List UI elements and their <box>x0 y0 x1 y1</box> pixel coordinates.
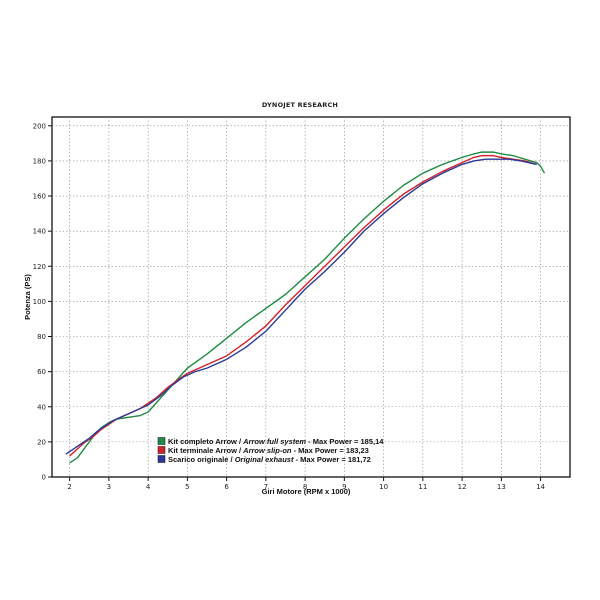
x-axis-label: Giri Motore (RPM x 1000) <box>262 487 351 496</box>
y-tick-label: 140 <box>33 228 46 236</box>
y-tick-label: 60 <box>37 368 46 376</box>
legend-text-part: Original exhaust <box>235 455 294 464</box>
legend-text-part: - Max Power = 181,72 <box>293 455 370 464</box>
x-tick-label: 14 <box>536 483 545 491</box>
x-tick-label: 9 <box>342 483 346 491</box>
y-tick-label: 80 <box>37 333 46 341</box>
legend-swatch-2 <box>157 446 166 454</box>
y-tick-label: 20 <box>37 438 46 446</box>
legend-text-part: Kit terminale Arrow / <box>168 446 243 455</box>
x-tick-label: 8 <box>303 483 307 491</box>
y-tick-label: 100 <box>33 298 46 306</box>
legend-entry-3: Scarico originale / Original exhaust - M… <box>168 455 371 464</box>
series-lines <box>65 151 546 464</box>
legend-swatch-3 <box>157 455 166 463</box>
y-tick-label: 120 <box>33 263 46 271</box>
plot-area <box>51 116 571 478</box>
y-axis-label: Potenza (PS) <box>23 274 32 320</box>
x-tick-label: 2 <box>67 483 71 491</box>
legend-text-part: - Max Power = 185,14 <box>306 437 384 446</box>
legend-text-part: Kit completo Arrow / <box>168 437 243 446</box>
y-tick-label: 0 <box>42 474 46 482</box>
legend-text-part: Scarico originale / <box>168 455 235 464</box>
x-tick-label: 11 <box>418 483 427 491</box>
x-tick-label: 4 <box>146 483 151 491</box>
y-tick-label: 180 <box>33 157 46 165</box>
legend-swatch-1 <box>157 437 166 445</box>
legend-text-part: Arrow slip-on <box>242 446 292 455</box>
gridlines <box>52 117 570 477</box>
series-line-3 <box>65 158 537 455</box>
y-tick-label: 40 <box>37 403 46 411</box>
x-tick-label: 10 <box>379 483 388 491</box>
y-tick-label: 200 <box>33 122 46 130</box>
legend-entry-1: Kit completo Arrow / Arrow full system -… <box>168 437 384 446</box>
y-tick-label: 160 <box>33 193 46 201</box>
y-axis-ticks: 0 20 40 60 80 100 120 140 160 180 200 <box>33 122 52 482</box>
chart-title: DYNOJET RESEARCH <box>262 101 338 109</box>
x-tick-label: 13 <box>497 483 506 491</box>
x-tick-label: 6 <box>224 483 229 491</box>
x-axis-ticks: 2 3 4 5 6 7 8 9 10 11 12 13 14 <box>67 477 546 491</box>
legend-text-part: - Max Power = 183,23 <box>292 446 369 455</box>
legend-text-part: Arrow full system <box>242 437 306 446</box>
legend-entry-2: Kit terminale Arrow / Arrow slip-on - Ma… <box>168 446 369 455</box>
x-tick-label: 7 <box>264 483 268 491</box>
x-tick-label: 3 <box>107 483 111 491</box>
x-tick-label: 5 <box>185 483 189 491</box>
x-tick-label: 12 <box>458 483 467 491</box>
legend: Kit completo Arrow / Arrow full system -… <box>157 437 384 464</box>
